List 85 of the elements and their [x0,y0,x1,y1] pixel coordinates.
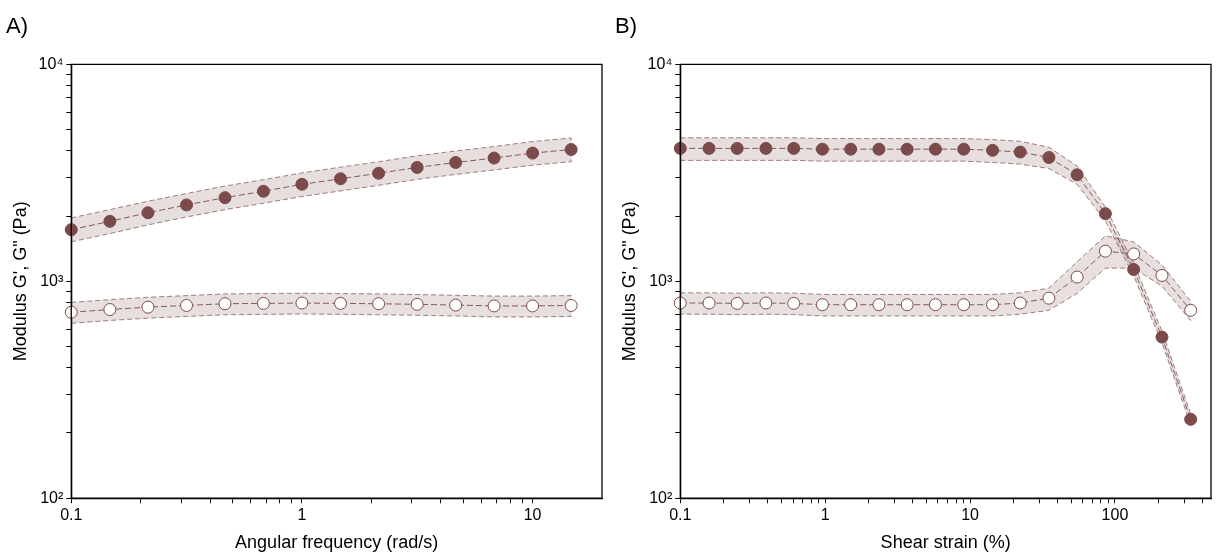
point [1127,263,1141,277]
x-tick-label: 10 [523,506,542,524]
point [673,141,687,155]
point [986,143,1000,157]
point [1127,247,1141,261]
point [673,296,687,310]
point [218,297,232,311]
point [1013,296,1027,310]
x-tick-label: 0.1 [669,506,692,524]
point [957,142,971,156]
point [564,298,578,312]
x-tick-label: 1 [820,506,830,524]
point [986,298,1000,312]
point [872,298,886,312]
point [64,223,78,237]
point [218,191,232,205]
point [372,166,386,180]
point [410,297,424,311]
point [759,296,773,310]
point [815,298,829,312]
point [180,298,194,312]
point [64,305,78,319]
point [334,172,348,186]
y-tick-label: 10³ [649,271,673,289]
y-tick-label: 10² [649,488,673,506]
point [702,296,716,310]
point [526,299,540,313]
point [702,141,716,155]
point [295,177,309,191]
point [1070,168,1084,182]
point [487,151,501,165]
point [900,142,914,156]
point [1070,270,1084,284]
point [1184,303,1198,317]
y-axis-title: Modulus G', G" (Pa) [9,201,30,362]
x-tick-label: 0.1 [60,506,83,524]
point [900,298,914,312]
y-tick-label: 10⁴ [38,54,64,72]
point [787,141,801,155]
y-axis-title: Modulus G', G" (Pa) [618,201,639,362]
point [1184,412,1198,426]
point [872,142,886,156]
point [1042,291,1056,305]
x-tick-label: 10 [961,506,980,524]
point [487,299,501,313]
y-tick-label: 10⁴ [647,54,673,72]
point [787,296,801,310]
point [410,160,424,174]
point [1042,151,1056,165]
x-axis-title: Angular frequency (rad/s) [235,532,439,553]
point [957,298,971,312]
point [1155,330,1169,344]
point [1098,207,1112,221]
point [103,214,117,228]
point [1098,244,1112,258]
point [103,303,117,317]
x-tick-label: 1 [297,506,307,524]
point [815,142,829,156]
point [256,184,270,198]
point [1013,145,1027,159]
point [844,298,858,312]
point [1155,268,1169,282]
x-tick-label: 100 [1101,506,1129,524]
point [844,142,858,156]
point [256,296,270,310]
point [449,155,463,169]
point [759,141,773,155]
chart-title: A) [6,13,28,39]
point [180,198,194,212]
point [730,296,744,310]
point [449,298,463,312]
y-tick-label: 10² [40,488,64,506]
chart-title: B) [615,13,637,39]
x-axis-title: Shear strain (%) [880,532,1011,553]
point [730,141,744,155]
point [564,143,578,157]
point [141,206,155,220]
point [928,142,942,156]
point [526,146,540,160]
point [372,297,386,311]
point [295,296,309,310]
y-tick-label: 10³ [40,271,64,289]
point [141,300,155,314]
point [928,298,942,312]
point [334,296,348,310]
